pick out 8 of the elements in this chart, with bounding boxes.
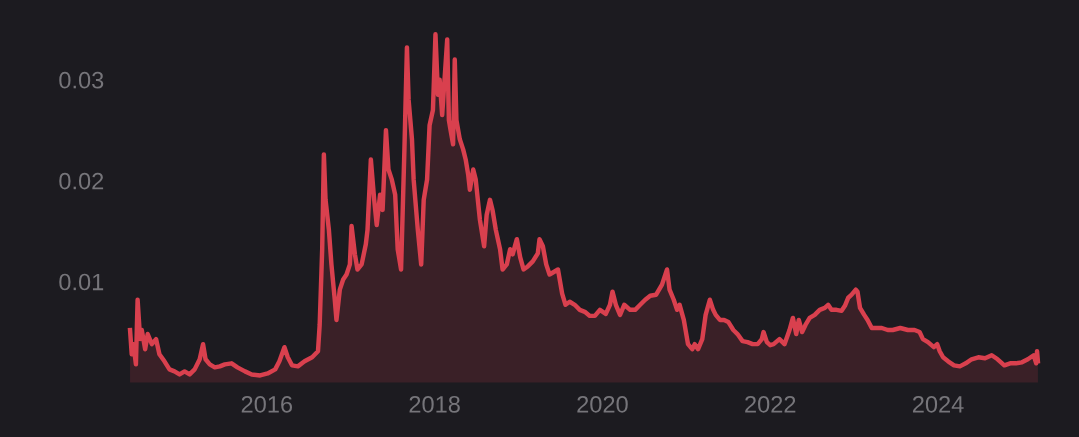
y-tick-label: 0.01 bbox=[59, 273, 104, 291]
y-tick-label: 0.02 bbox=[59, 172, 104, 190]
x-tick-label: 2018 bbox=[409, 395, 460, 413]
x-tick-label: 2016 bbox=[241, 395, 293, 413]
x-tick-label: 2020 bbox=[577, 395, 628, 413]
x-tick-label: 2022 bbox=[745, 395, 796, 413]
y-tick-label: 0.03 bbox=[59, 71, 104, 89]
x-tick-label: 2024 bbox=[912, 395, 964, 413]
